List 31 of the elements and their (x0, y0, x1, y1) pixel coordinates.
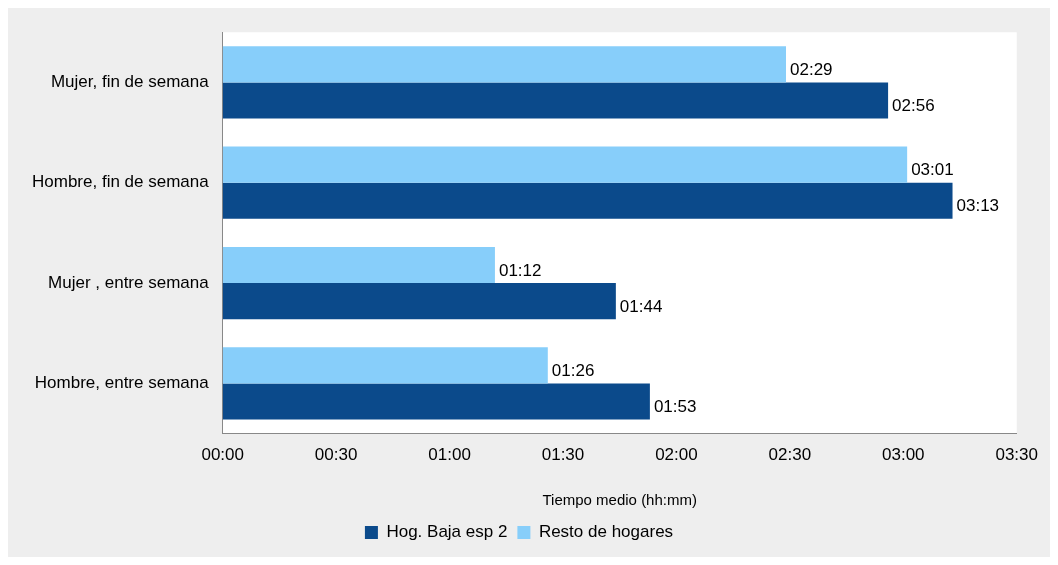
bar (222, 347, 548, 384)
data-label: 03:13 (956, 196, 1000, 216)
x-tick-label: 00:30 (314, 445, 358, 465)
y-tick-label: Mujer , entre semana (48, 272, 210, 292)
bar (222, 246, 495, 284)
x-tick-label: 02:00 (655, 445, 698, 465)
legend-label: Hog. Baja esp 2 (386, 522, 508, 542)
bar (222, 182, 953, 219)
bar (222, 383, 650, 420)
x-tick-label: 01:00 (428, 445, 471, 465)
data-label: 02:29 (790, 60, 833, 79)
x-tick-label: 01:30 (541, 445, 585, 465)
x-tick-label: 00:00 (201, 445, 244, 465)
y-tick-label: Hombre, fin de semana (32, 172, 210, 192)
data-label: 01:12 (498, 260, 542, 280)
bar (222, 283, 616, 320)
y-tick-label: Hombre, entre semana (34, 373, 210, 393)
legend-label: Resto de hogares (538, 522, 674, 542)
bar (222, 82, 889, 119)
x-tick-label: 02:30 (768, 445, 812, 465)
x-tick-label: 03:30 (995, 445, 1038, 465)
bar (222, 46, 787, 83)
data-label: 03:01 (911, 160, 954, 180)
y-tick-label: Mujer, fin de semana (50, 72, 210, 92)
bar (222, 146, 908, 183)
data-label: 02:56 (892, 96, 935, 116)
x-axis-title: Tiempo medio (hh:mm) (542, 491, 697, 509)
data-label: 01:26 (551, 361, 595, 381)
data-label: 01:44 (619, 296, 663, 316)
data-label: 01:53 (653, 397, 697, 417)
x-tick-label: 03:00 (882, 445, 925, 465)
